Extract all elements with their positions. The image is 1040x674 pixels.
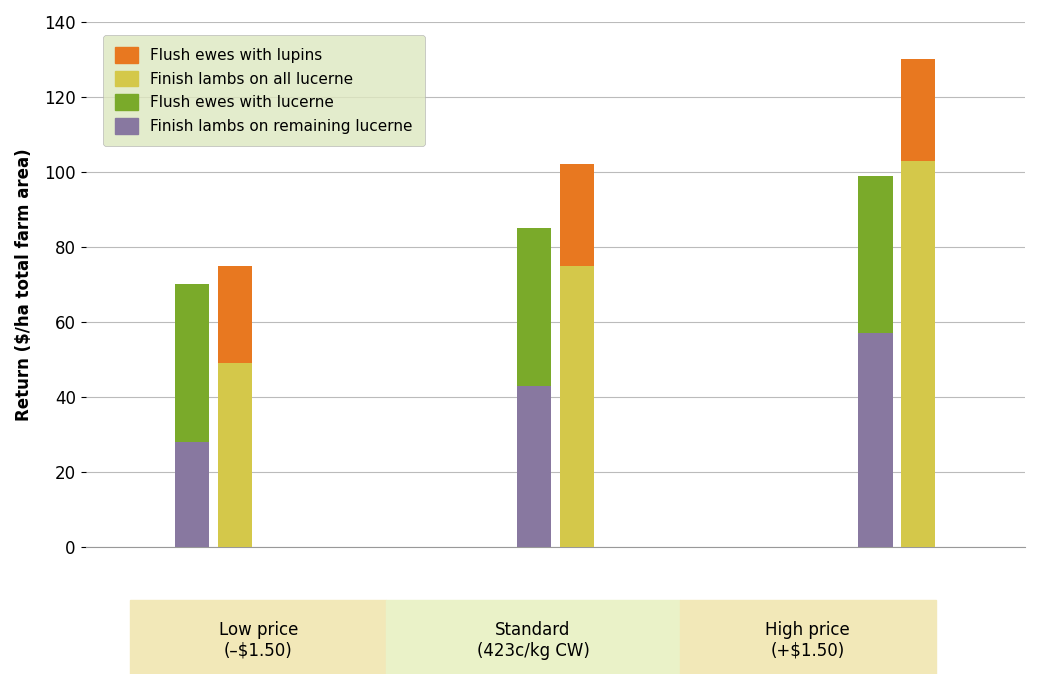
Bar <box>858 333 892 547</box>
Text: Standard
(423c/kg CW): Standard (423c/kg CW) <box>476 621 590 660</box>
Y-axis label: Return ($/ha total farm area): Return ($/ha total farm area) <box>15 148 33 421</box>
Bar <box>176 284 209 442</box>
Bar <box>218 266 252 363</box>
Legend: Flush ewes with lupins, Finish lambs on all lucerne, Flush ewes with lucerne, Fi: Flush ewes with lupins, Finish lambs on … <box>103 35 424 146</box>
Text: Low price
(–$1.50): Low price (–$1.50) <box>218 621 297 660</box>
Bar <box>902 160 935 547</box>
Bar <box>517 228 551 386</box>
Bar <box>560 266 594 547</box>
Bar <box>560 164 594 266</box>
Bar <box>176 442 209 547</box>
Bar <box>218 363 252 547</box>
Text: High price
(+$1.50): High price (+$1.50) <box>765 621 850 660</box>
Bar <box>517 386 551 547</box>
Bar <box>902 59 935 160</box>
Bar <box>858 176 892 333</box>
